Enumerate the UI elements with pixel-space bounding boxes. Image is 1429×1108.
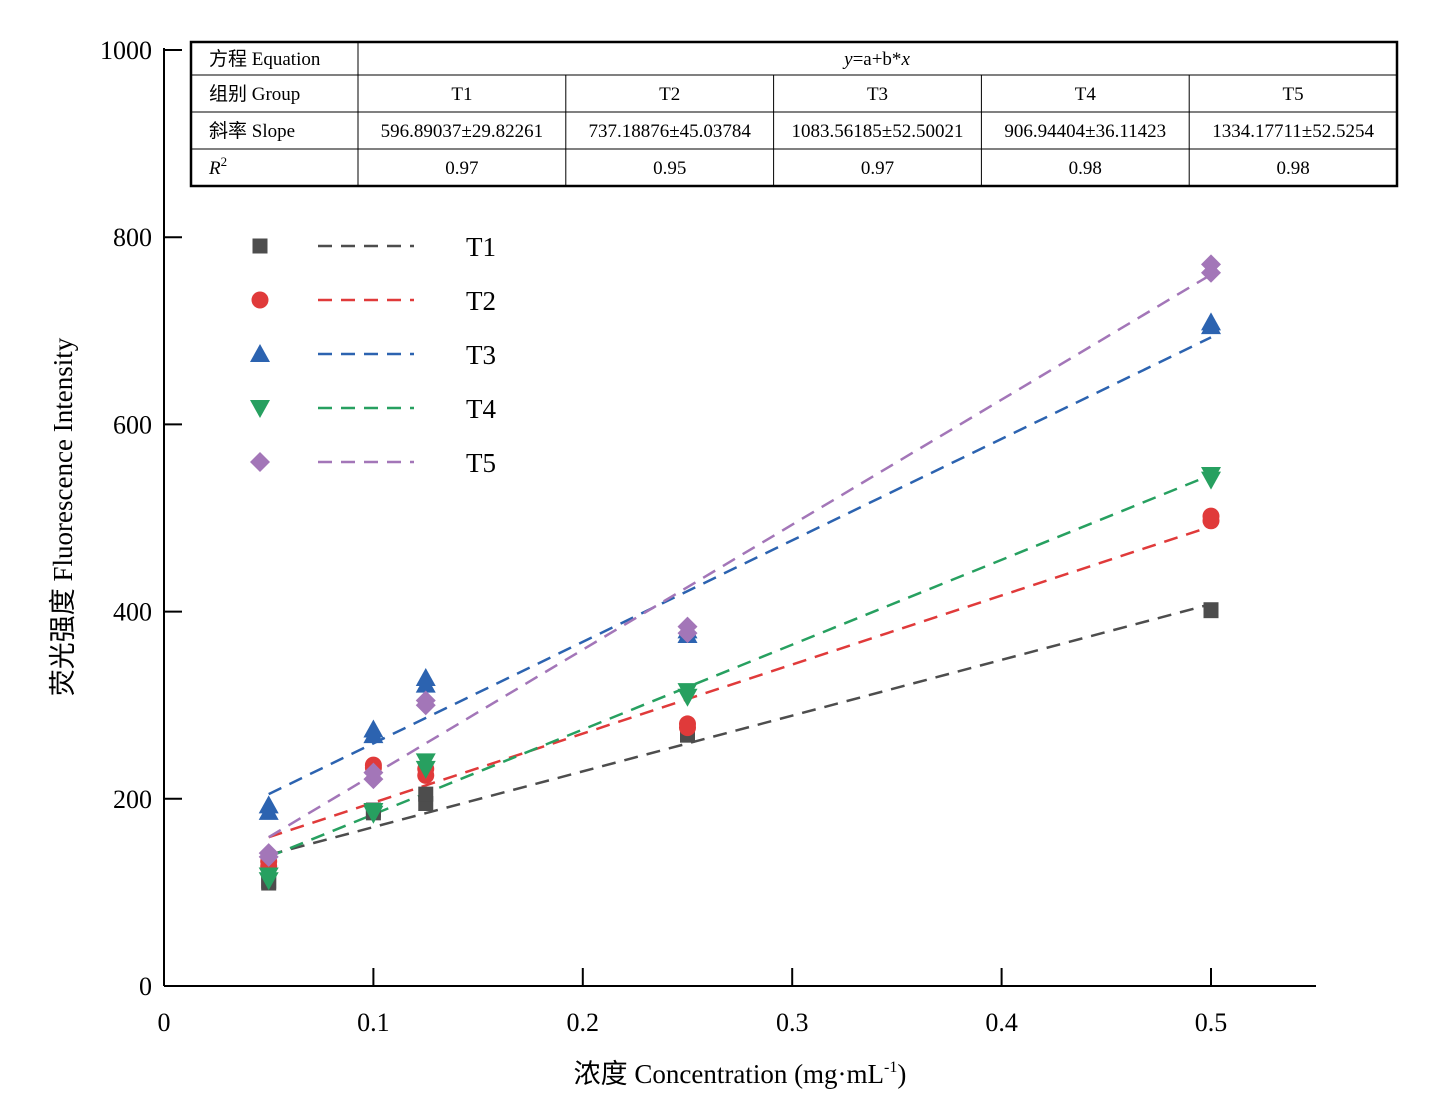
- fit-line-t1: [268, 602, 1212, 857]
- x-tick-label: 0.1: [357, 1008, 390, 1037]
- data-point-t4: [415, 753, 436, 772]
- table-r2-cell: 0.97: [445, 158, 478, 179]
- legend-marker-t3: [250, 344, 270, 362]
- table-grid: [191, 42, 1397, 186]
- data-point-t4: [677, 683, 698, 702]
- legend-label-t5: T5: [466, 448, 496, 478]
- data-point-t4: [363, 802, 384, 821]
- y-tick-label: 200: [113, 785, 152, 814]
- y-tick-label: 600: [113, 410, 152, 439]
- fit-line-t4: [268, 473, 1212, 858]
- legend-label-t1: T1: [466, 232, 496, 262]
- table-group-cell: T2: [659, 84, 680, 105]
- legend-marker-t2: [251, 291, 269, 309]
- fit-line-t5: [268, 273, 1212, 839]
- data-point-t2: [1202, 507, 1220, 525]
- table-r2-cell: 0.97: [861, 158, 894, 179]
- fit-line-t2: [268, 525, 1212, 839]
- legend: T1 T2 T3 T4 T5: [250, 232, 496, 478]
- y-axis-title: 荧光强度 Fluorescence Intensity: [48, 337, 78, 696]
- data-point-t5: [363, 762, 384, 783]
- y-tick-label: 800: [113, 223, 152, 252]
- data-point-t5: [258, 843, 279, 864]
- y-ticks: 0 200 400 600 800 1000: [100, 36, 182, 1001]
- table-group-cell: T3: [867, 84, 888, 105]
- table-group-cell: T1: [451, 84, 472, 105]
- data-point-t4: [1201, 466, 1221, 485]
- data-point-t5: [677, 616, 698, 637]
- table-r2-label: R2: [208, 154, 227, 179]
- x-tick-label: 0.5: [1195, 1008, 1228, 1037]
- data-point-t2: [679, 715, 696, 733]
- x-axis-title: 浓度 Concentration (mg·mL-1): [574, 1059, 907, 1089]
- data-point-t3: [258, 795, 279, 814]
- legend-label-t3: T3: [466, 340, 496, 370]
- x-ticks: 0 0.1 0.2 0.3 0.4 0.5: [158, 968, 1228, 1037]
- table-group-label: 组别 Group: [209, 83, 300, 105]
- table-group-cell: T5: [1283, 84, 1304, 105]
- y-tick-label: 1000: [100, 36, 152, 65]
- x-tick-label: 0.4: [985, 1008, 1018, 1037]
- table-r2-cell: 0.95: [653, 158, 686, 179]
- table-slope-label: 斜率 Slope: [209, 120, 295, 142]
- table-equation-label: 方程 Equation: [209, 48, 321, 70]
- x-tick-label: 0: [158, 1008, 171, 1037]
- x-tick-label: 0.3: [776, 1008, 809, 1037]
- legend-marker-t4: [250, 400, 270, 418]
- data-point-t1: [1203, 603, 1219, 619]
- data-point-t3: [1201, 312, 1221, 331]
- table-slope-cell: 1083.56185±52.50021: [792, 121, 964, 142]
- fit-lines: [268, 273, 1212, 858]
- table-equation: y=a+b*x: [842, 49, 910, 70]
- legend-label-t2: T2: [466, 286, 496, 316]
- table-slope-cell: 596.89037±29.82261: [381, 121, 543, 142]
- x-tick-label: 0.2: [567, 1008, 600, 1037]
- fit-line-t3: [268, 336, 1212, 796]
- legend-marker-t1: [252, 238, 268, 254]
- table-r2-cell: 0.98: [1069, 158, 1102, 179]
- data-point-t5: [1201, 254, 1221, 275]
- legend-label-t4: T4: [466, 394, 496, 424]
- regression-table: 方程 Equation y=a+b*x 组别 Group 斜率 Slope R2…: [189, 40, 1399, 188]
- y-tick-label: 0: [139, 972, 152, 1001]
- table-group-cell: T4: [1075, 84, 1097, 105]
- legend-marker-t5: [250, 452, 270, 472]
- data-point-t3: [415, 668, 436, 687]
- y-tick-label: 400: [113, 598, 152, 627]
- table-r2-cell: 0.98: [1276, 158, 1309, 179]
- table-border: [189, 40, 1399, 188]
- data-point-t3: [363, 719, 384, 738]
- table-slope-cell: 906.94404±36.11423: [1004, 121, 1166, 142]
- data-point-t4: [258, 867, 279, 886]
- data-point-t1: [418, 786, 434, 802]
- table-slope-cell: 737.18876±45.03784: [588, 121, 751, 142]
- table-slope-cell: 1334.17711±52.5254: [1212, 121, 1374, 142]
- table-cells: T1 596.89037±29.82261 0.97 T2 737.18876±45.0…: [381, 84, 1375, 179]
- data-point-t5: [415, 690, 436, 711]
- data-points: [258, 254, 1221, 891]
